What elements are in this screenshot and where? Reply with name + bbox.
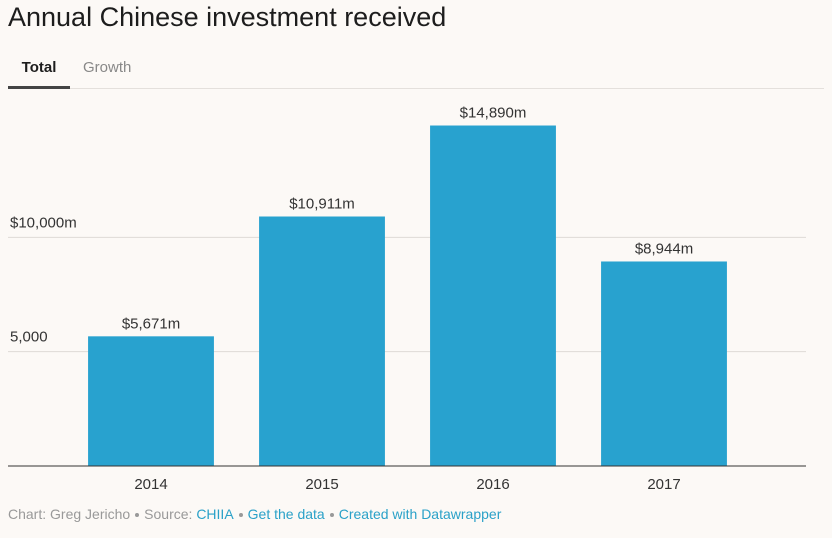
value-label: $8,944m (635, 240, 693, 257)
source-label: Source: (144, 506, 193, 522)
bar (88, 336, 214, 466)
value-label: $5,671m (122, 315, 180, 332)
x-tick-label: 2015 (305, 476, 338, 493)
chart-title: Annual Chinese investment received (8, 2, 447, 32)
y-tick-label: $10,000m (10, 214, 77, 231)
datawrapper-link[interactable]: Created with Datawrapper (338, 506, 502, 522)
x-tick-label: 2016 (476, 476, 509, 493)
separator (135, 513, 140, 518)
tab-bar: Total Growth (8, 56, 824, 89)
separator (238, 513, 243, 518)
tab[interactable]: Total (8, 56, 70, 89)
value-label: $10,911m (289, 196, 355, 213)
tab[interactable]: Growth (83, 59, 132, 76)
credit: Chart: Greg Jericho (8, 506, 131, 522)
x-tick-label: 2017 (647, 476, 680, 493)
footer: Chart: Greg Jericho Source: CHIIA Get the … (8, 506, 501, 522)
separator (329, 513, 334, 518)
y-tick-label: 5,000 (10, 329, 48, 346)
bar (430, 125, 556, 467)
x-tick-label: 2014 (134, 476, 167, 493)
data-link[interactable]: Get the data (247, 506, 325, 522)
bar (601, 261, 727, 466)
source-link[interactable]: CHIIA (196, 506, 234, 522)
value-label: $14,890m (460, 105, 527, 122)
bar (259, 216, 385, 466)
